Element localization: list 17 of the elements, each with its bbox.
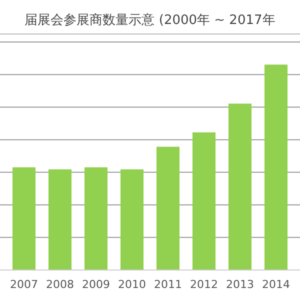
x-tick-label: 2012 [190,278,218,291]
x-tick-label: 2008 [46,278,74,291]
bar [156,146,180,270]
bar [192,132,216,270]
bar [228,104,252,270]
x-tick-label: 2010 [118,278,146,291]
x-tick-label: 2011 [154,278,182,291]
bar [120,169,144,270]
x-tick-label: 2014 [262,278,290,291]
x-tick-label: 2009 [82,278,110,291]
chart-title: 届展会参展商数量示意 (2000年 ~ 2017年 [24,13,276,28]
bar [84,167,108,270]
x-tick-label: 2013 [226,278,254,291]
bar [48,169,72,270]
x-tick-label: 2007 [10,278,38,291]
bar [12,167,36,270]
bar [264,64,288,270]
